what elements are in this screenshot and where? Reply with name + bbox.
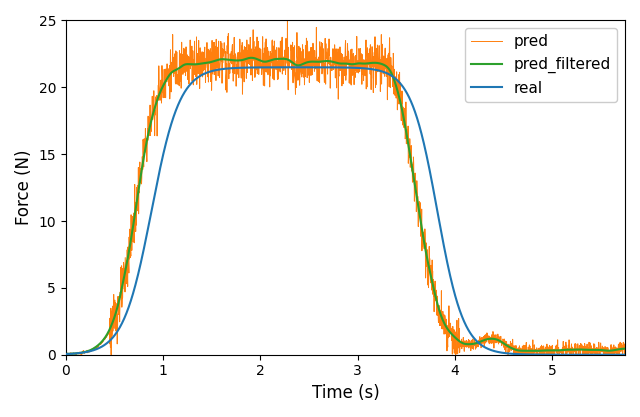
pred_filtered <box>362 61 370 66</box>
pred <box>140 151 148 156</box>
pred_filtered <box>491 337 499 342</box>
real <box>253 65 260 70</box>
X-axis label: Time (s): Time (s) <box>312 384 380 402</box>
Line: pred: pred <box>66 20 625 355</box>
pred_filtered <box>253 57 260 62</box>
pred_filtered <box>621 346 629 351</box>
real <box>491 349 499 354</box>
real <box>140 247 148 252</box>
Line: real: real <box>66 67 625 355</box>
Y-axis label: Force (N): Force (N) <box>15 150 33 225</box>
pred <box>530 351 538 356</box>
pred <box>363 58 371 63</box>
pred <box>62 352 70 357</box>
real <box>62 352 70 357</box>
pred <box>65 352 73 357</box>
pred <box>284 18 291 23</box>
real <box>530 352 538 357</box>
real <box>375 68 383 73</box>
pred <box>253 55 260 60</box>
real <box>295 65 303 70</box>
pred <box>492 338 499 343</box>
real <box>362 66 370 71</box>
pred <box>375 69 383 74</box>
Line: pred_filtered: pred_filtered <box>66 58 625 354</box>
real <box>621 352 629 357</box>
pred_filtered <box>530 349 538 354</box>
pred_filtered <box>248 55 255 60</box>
pred_filtered <box>140 155 148 160</box>
pred_filtered <box>62 352 70 357</box>
Legend: pred, pred_filtered, real: pred, pred_filtered, real <box>465 28 618 102</box>
pred <box>621 349 629 354</box>
pred_filtered <box>375 60 383 65</box>
